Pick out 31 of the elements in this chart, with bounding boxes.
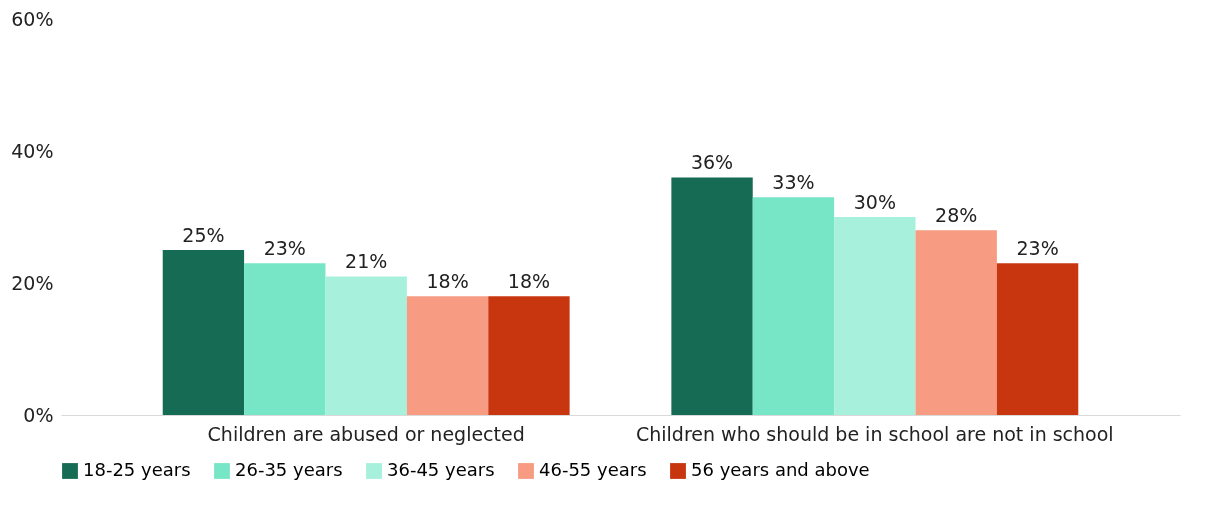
bar	[325, 276, 407, 415]
bar	[488, 296, 570, 415]
data-label: 36%	[690, 151, 734, 174]
data-label: 28%	[935, 204, 978, 227]
bar	[834, 217, 916, 415]
y-tick-label: 0%	[23, 403, 54, 426]
data-label: 21%	[345, 250, 388, 273]
x-tick-label: Children are abused or neglected	[207, 422, 525, 445]
bar	[671, 177, 753, 415]
data-label: 33%	[772, 171, 815, 194]
data-label: 23%	[263, 237, 306, 260]
legend-label: 36-45 years	[387, 459, 495, 480]
x-tick-label: Children who should be in school are not in school	[636, 422, 1114, 445]
data-label: 25%	[182, 224, 225, 246]
legend-label: 56 years and above	[691, 459, 870, 480]
data-label: 30%	[853, 191, 896, 213]
legend-label: 46-55 years	[539, 459, 647, 480]
bar	[406, 296, 489, 415]
y-tick-label: 40%	[11, 139, 54, 162]
data-label: 18%	[426, 270, 469, 293]
bar	[752, 197, 835, 415]
data-label: 23%	[1016, 237, 1059, 260]
bar	[244, 263, 326, 415]
bar	[162, 250, 245, 415]
data-label: 18%	[507, 270, 551, 293]
bar	[996, 263, 1079, 415]
y-tick-label: 20%	[11, 271, 54, 294]
bar	[915, 230, 997, 415]
legend-label: 18-25 years	[83, 459, 191, 480]
legend-label: 26-35 years	[235, 459, 343, 480]
y-tick-label: 60%	[11, 7, 54, 30]
